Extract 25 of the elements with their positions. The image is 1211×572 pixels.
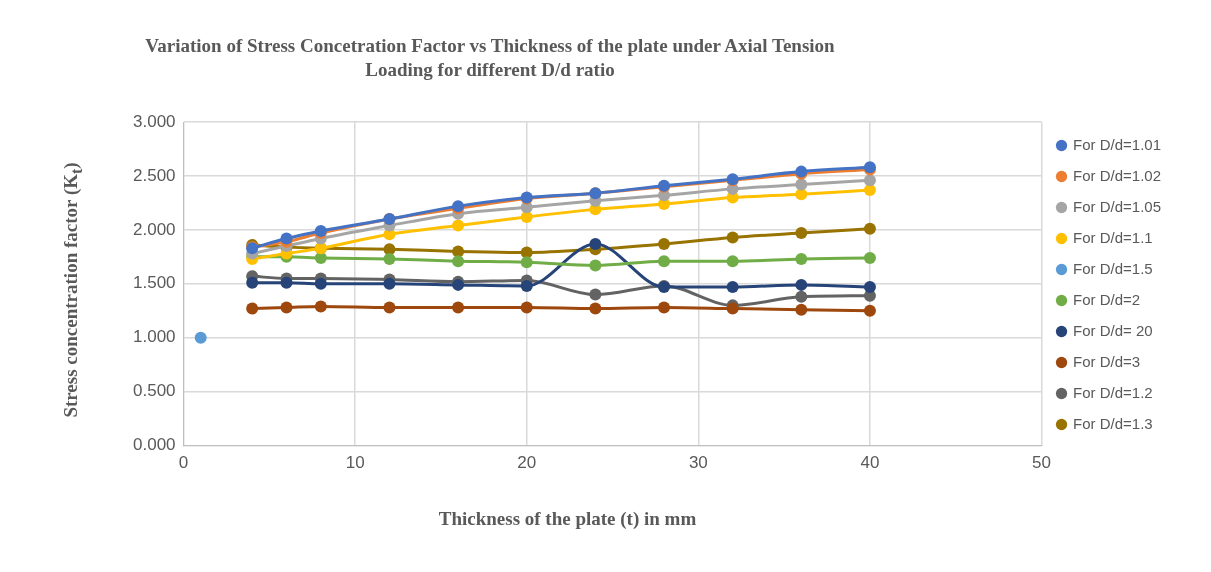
legend-label: For D/d=1.01 (1073, 135, 1161, 153)
chart-title: Variation of Stress Concetration Factor vs Thickness of the plate under Axial Tension Loading for different D/d ratio (144, 34, 836, 82)
legend-label: For D/d=2 (1073, 290, 1141, 308)
y-tick-label: 1.500 (132, 273, 176, 293)
legend-label: For D/d=1.2 (1073, 383, 1153, 401)
x-axis-title: Thickness of the plate (t) in mm (437, 508, 698, 530)
legend-label: For D/d=3 (1073, 352, 1141, 370)
y-tick-label: 0.500 (132, 381, 176, 401)
y-tick-label: 0.000 (132, 435, 176, 455)
legend-label: For D/d=1.02 (1073, 166, 1161, 184)
x-tick-label: 50 (1032, 453, 1051, 473)
y-tick-label: 2.500 (132, 165, 176, 185)
x-tick-label: 30 (688, 453, 708, 473)
y-tick-label: 2.000 (132, 219, 176, 239)
legend-label: For D/d= 20 (1073, 321, 1153, 339)
legend-label: For D/d=1.5 (1073, 259, 1153, 277)
legend-label: For D/d=1.1 (1073, 228, 1153, 246)
x-tick-label: 0 (178, 453, 189, 473)
y-tick-label: 1.000 (132, 327, 176, 347)
x-tick-label: 10 (345, 453, 365, 473)
x-tick-label: 20 (517, 453, 537, 473)
x-tick-label: 40 (860, 453, 880, 473)
legend-label: For D/d=1.05 (1073, 197, 1161, 215)
y-tick-label: 3.000 (132, 111, 176, 131)
legend-label: For D/d=1.3 (1073, 414, 1153, 432)
